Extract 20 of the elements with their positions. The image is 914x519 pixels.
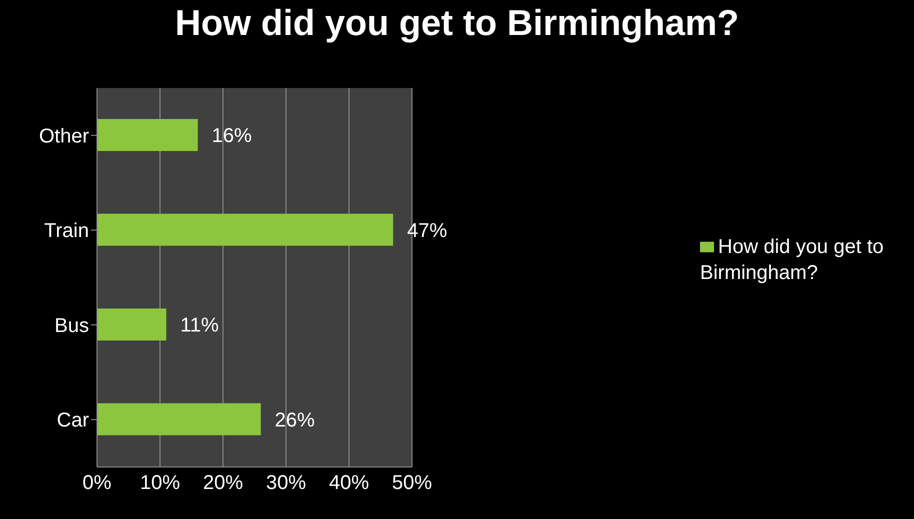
y-tick-label: Other [38, 125, 90, 148]
legend-label: How did you get to Birmingham? [700, 236, 884, 284]
data-label: 11% [180, 314, 220, 336]
bar [97, 403, 261, 436]
bar [97, 308, 166, 340]
x-tick-label: 50% [392, 472, 432, 494]
x-tick-label: 40% [328, 472, 370, 494]
y-tick-label: Train [44, 220, 89, 242]
data-label: 26% [274, 409, 316, 432]
x-tick-label: 30% [266, 472, 306, 494]
data-label: 47% [407, 220, 448, 242]
y-tick-label: Car [56, 410, 90, 432]
bar [97, 119, 198, 151]
chart-title: How did you get to Birmingham? [174, 2, 740, 44]
x-tick-label: 20% [202, 472, 244, 494]
x-tick-label: 0% [82, 472, 112, 494]
bar [97, 214, 394, 246]
y-tick-label: Bus [54, 314, 89, 337]
x-tick-label: 10% [140, 472, 180, 494]
data-label: 16% [212, 125, 252, 147]
